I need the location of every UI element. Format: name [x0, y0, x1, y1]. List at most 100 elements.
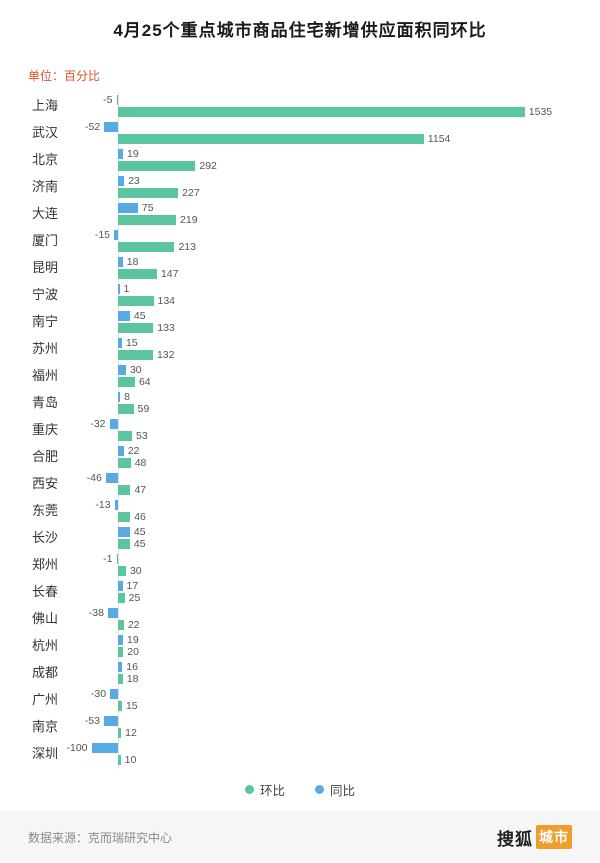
city-label: 苏州 [31, 341, 58, 356]
huanbi-bar [118, 647, 124, 657]
tongbi-value-label: 15 [125, 337, 138, 349]
huanbi-bar [118, 620, 124, 630]
huanbi-value-label: 1535 [528, 106, 553, 118]
city-label: 宁波 [31, 287, 58, 302]
huanbi-bar [118, 458, 131, 468]
huanbi-bar [118, 296, 154, 306]
tongbi-value-label: 16 [126, 661, 138, 673]
city-label: 长沙 [31, 530, 58, 545]
footer: 数据来源：克而瑞研究中心 搜狐 城市 [0, 811, 600, 863]
tongbi-bar [118, 149, 124, 159]
tongbi-value-label: -1 [103, 553, 113, 565]
bar-row: 济南 23 227 [0, 175, 600, 200]
tongbi-bar [118, 392, 121, 402]
city-label: 佛山 [31, 611, 58, 626]
huanbi-bar [118, 323, 154, 333]
huanbi-value-label: 1154 [427, 133, 451, 145]
huanbi-value-label: 147 [160, 268, 179, 280]
huanbi-bar [118, 593, 125, 603]
tongbi-bar [109, 419, 118, 429]
city-label: 武汉 [31, 125, 58, 140]
huanbi-value-label: 30 [129, 565, 142, 577]
city-label: 南京 [31, 719, 58, 734]
huanbi-value-label: 12 [125, 727, 137, 739]
tongbi-value-label: 17 [126, 580, 139, 592]
city-label: 郑州 [31, 557, 58, 572]
logo-boxed-text: 城市 [536, 825, 572, 849]
sohu-city-logo: 搜狐 城市 [497, 825, 572, 850]
huanbi-value-label: 10 [124, 754, 137, 766]
data-source-text: 数据来源：克而瑞研究中心 [28, 830, 173, 845]
huanbi-bar [118, 350, 153, 360]
bar-row: 福州 30 64 [0, 364, 600, 389]
bar-row: 合肥 22 48 [0, 445, 600, 470]
bar-row: 佛山 -38 22 [0, 607, 600, 632]
tongbi-bar [118, 365, 126, 375]
huanbi-value-label: 59 [137, 403, 150, 415]
tongbi-value-label: 45 [133, 310, 146, 322]
tongbi-value-label: 75 [141, 202, 154, 214]
city-label: 上海 [31, 98, 58, 113]
tongbi-value-label: 1 [123, 283, 130, 295]
tongbi-bar [116, 554, 118, 564]
huanbi-bar [118, 215, 177, 225]
chart-legend: 环比 同比 [0, 780, 600, 799]
city-label: 大连 [31, 206, 58, 221]
tongbi-value-label: -5 [103, 94, 113, 106]
bar-row: 上海 -5 1535 [0, 94, 600, 119]
tongbi-value-label: -13 [95, 499, 111, 511]
city-label: 北京 [31, 152, 58, 167]
bar-row: 东莞 -13 46 [0, 499, 600, 524]
city-label: 成都 [31, 665, 58, 680]
city-label: 合肥 [31, 449, 58, 464]
legend-item-tongbi: 同比 [315, 780, 355, 799]
tongbi-value-label: -46 [86, 472, 102, 484]
tongbi-bar [118, 203, 138, 213]
bar-row: 苏州 15 132 [0, 337, 600, 362]
huanbi-value-label: 45 [133, 538, 146, 550]
tongbi-bar [118, 527, 130, 537]
tongbi-bar [118, 446, 124, 456]
tongbi-bar [114, 230, 118, 240]
huanbi-bar [118, 674, 123, 684]
huanbi-value-label: 64 [138, 376, 151, 388]
huanbi-bar [118, 161, 196, 171]
city-label: 昆明 [31, 260, 58, 275]
huanbi-bar [118, 269, 157, 279]
huanbi-value-label: 227 [182, 187, 200, 199]
tongbi-bar [105, 473, 118, 483]
legend-item-huanbi: 环比 [244, 780, 285, 799]
tongbi-value-label: -38 [88, 607, 104, 619]
tongbi-bar [91, 743, 118, 753]
axis-line [118, 92, 119, 769]
bar-row: 西安 -46 47 [0, 472, 600, 497]
city-label: 重庆 [31, 422, 58, 437]
huanbi-bar [118, 485, 131, 495]
bar-row: 南宁 45 133 [0, 310, 600, 335]
tongbi-value-label: 8 [124, 391, 130, 403]
tongbi-value-label: -15 [94, 229, 111, 241]
huanbi-value-label: 47 [134, 484, 147, 496]
tongbi-bar [118, 635, 124, 645]
city-label: 济南 [31, 179, 58, 194]
bar-row: 长春 17 25 [0, 580, 600, 605]
bar-row: 武汉 -52 1154 [0, 121, 600, 146]
city-label: 深圳 [31, 746, 58, 761]
tongbi-bar [104, 122, 118, 132]
tongbi-value-label: -52 [85, 121, 101, 133]
tongbi-value-label: -53 [84, 715, 100, 727]
tongbi-legend-dot-icon [315, 785, 324, 794]
chart-area: 上海 -5 1535 武汉 -52 1154 北京 19 292 济南 23 227 大连 75 219 厦门… [0, 92, 600, 775]
bar-row: 深圳 -100 10 [0, 742, 600, 767]
huanbi-value-label: 133 [157, 322, 175, 334]
huanbi-bar [118, 539, 130, 549]
city-label: 长春 [31, 584, 58, 599]
tongbi-bar [118, 311, 130, 321]
tongbi-value-label: -100 [66, 742, 88, 754]
bar-row: 宁波 1 134 [0, 283, 600, 308]
huanbi-value-label: 18 [126, 673, 139, 685]
tongbi-value-label: 19 [127, 634, 139, 646]
tongbi-value-label: -32 [90, 418, 106, 430]
tongbi-bar [110, 689, 118, 699]
city-label: 广州 [31, 692, 58, 707]
